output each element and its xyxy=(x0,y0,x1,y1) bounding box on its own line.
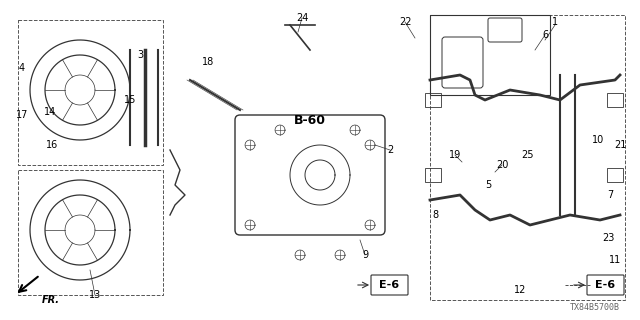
Text: 6: 6 xyxy=(542,30,548,40)
Text: 16: 16 xyxy=(46,140,58,150)
Text: 14: 14 xyxy=(44,107,56,117)
Text: 11: 11 xyxy=(609,255,621,265)
Text: TX84B5700B: TX84B5700B xyxy=(570,303,620,312)
Text: E-6: E-6 xyxy=(379,280,399,290)
Text: 19: 19 xyxy=(449,150,461,160)
Text: 3: 3 xyxy=(137,50,143,60)
Bar xyxy=(430,15,625,300)
Bar xyxy=(607,93,623,107)
Bar xyxy=(18,170,163,295)
Text: 24: 24 xyxy=(296,13,308,23)
Text: 4: 4 xyxy=(19,63,25,73)
Bar xyxy=(425,168,441,182)
Text: E-6: E-6 xyxy=(595,280,615,290)
Text: 22: 22 xyxy=(399,17,412,27)
Text: 8: 8 xyxy=(432,210,438,220)
Text: 7: 7 xyxy=(607,190,613,200)
Text: 25: 25 xyxy=(522,150,534,160)
Text: 12: 12 xyxy=(514,285,526,295)
Bar xyxy=(18,20,163,165)
Text: 15: 15 xyxy=(124,95,136,105)
Text: 10: 10 xyxy=(592,135,604,145)
Bar xyxy=(607,168,623,182)
Text: FR.: FR. xyxy=(42,295,60,305)
Bar xyxy=(425,93,441,107)
Bar xyxy=(430,15,550,95)
Text: 9: 9 xyxy=(362,250,368,260)
Text: 18: 18 xyxy=(202,57,214,67)
Text: 2: 2 xyxy=(387,145,393,155)
Text: 21: 21 xyxy=(614,140,626,150)
Text: 13: 13 xyxy=(89,290,101,300)
Text: 23: 23 xyxy=(602,233,614,243)
Text: 5: 5 xyxy=(485,180,491,190)
Text: 1: 1 xyxy=(552,17,558,27)
Text: 17: 17 xyxy=(16,110,28,120)
Text: 20: 20 xyxy=(496,160,508,170)
Text: B-60: B-60 xyxy=(294,114,326,126)
